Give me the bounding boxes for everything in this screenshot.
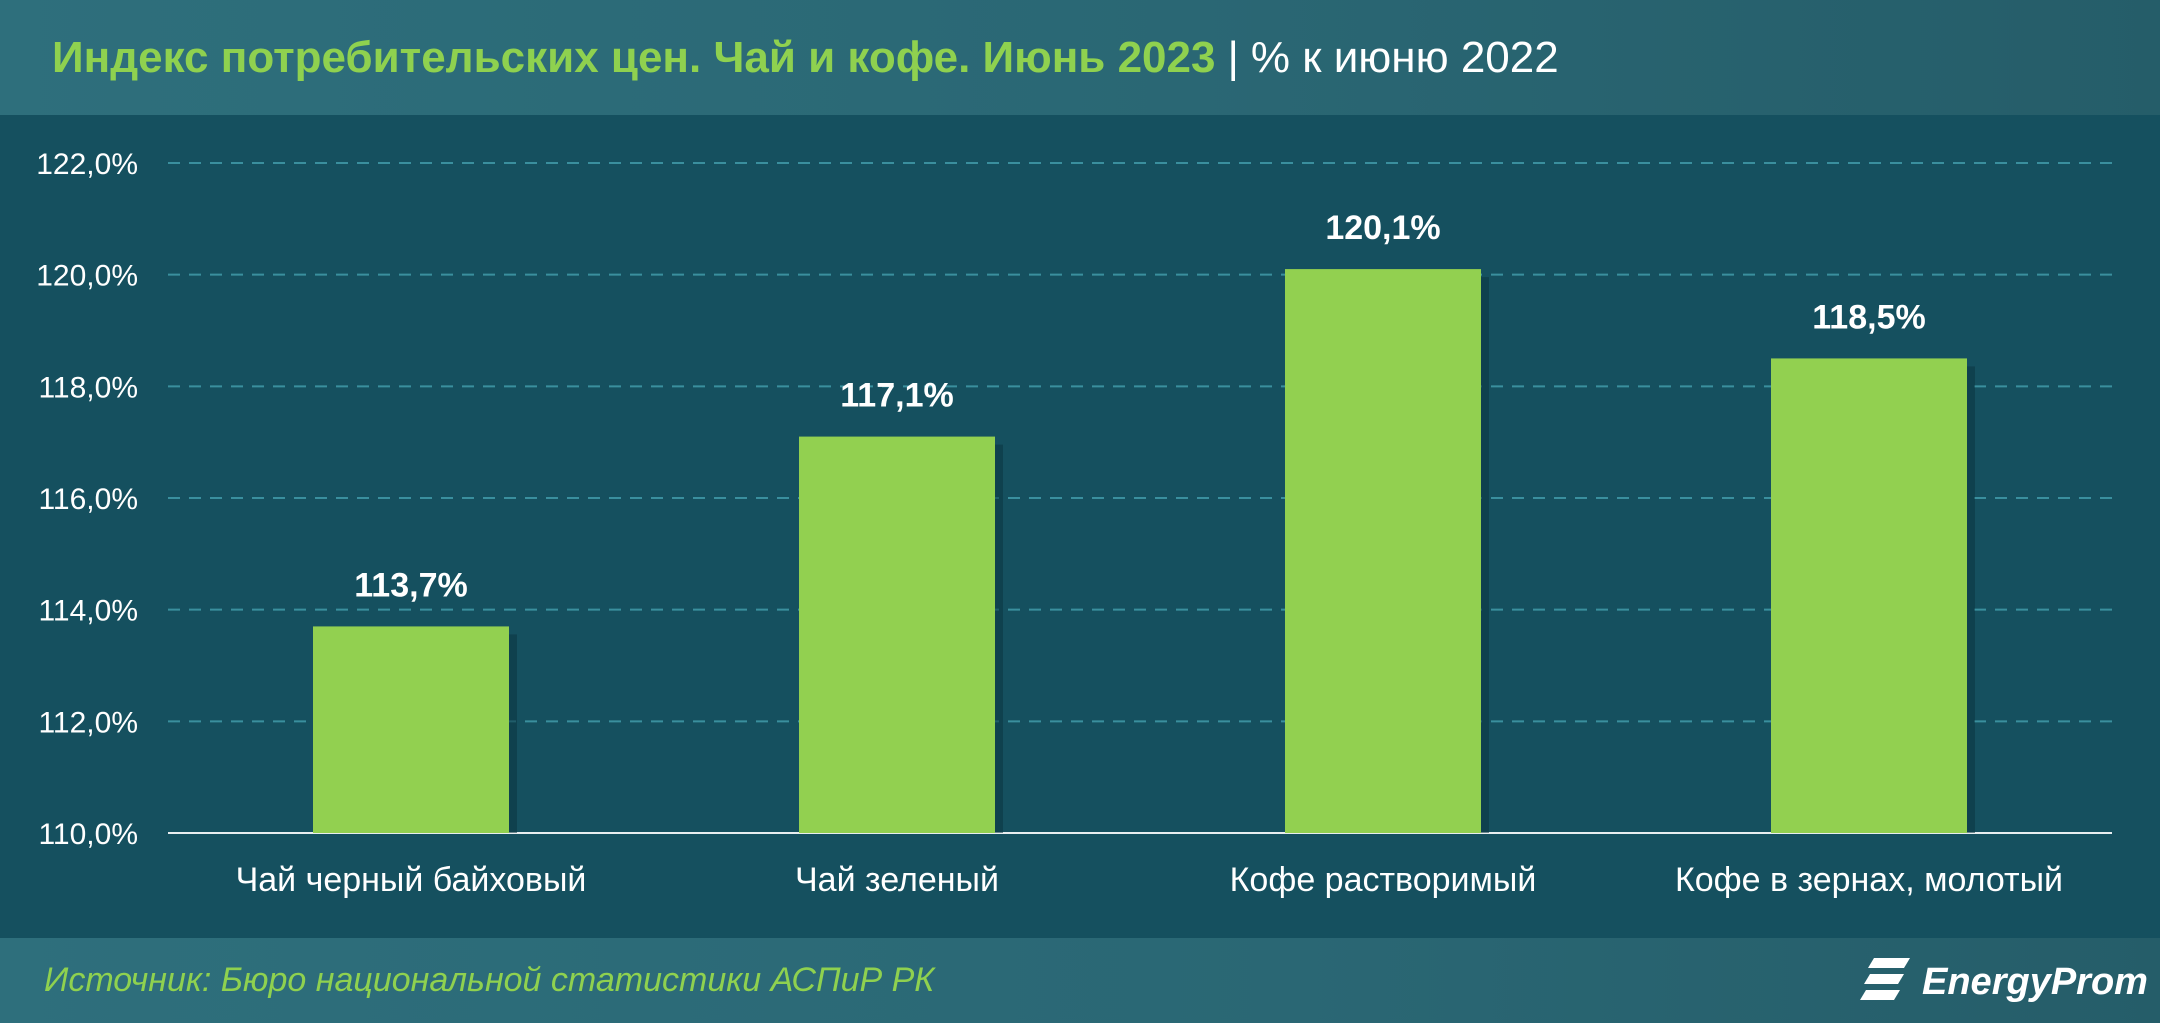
y-tick-label: 114,0% (38, 595, 138, 628)
x-tick-label: Кофе растворимый (1230, 861, 1537, 899)
data-label: 118,5% (1812, 298, 1925, 336)
bar (1771, 358, 1967, 833)
bar-chart: 110,0% 112,0% 114,0% 116,0% 118,0% 120,0% 122,… (36, 148, 2112, 899)
x-tick-label: Чай зеленый (795, 861, 999, 899)
title-separator: | (1227, 33, 1239, 82)
bar (1285, 269, 1481, 833)
brand-name: EnergyProm (1922, 961, 2148, 1003)
y-tick-label: 112,0% (38, 706, 138, 739)
chart-subtitle: % к июню 2022 (1250, 33, 1559, 82)
chart-title-main: Индекс потребительских цен. Чай и кофе. … (52, 33, 1216, 82)
bar (313, 626, 509, 833)
data-label: 117,1% (840, 377, 953, 415)
x-tick-label: Кофе в зернах, молотый (1675, 861, 2063, 899)
chart-footer: Источник: Бюро национальной статистики А… (0, 938, 2160, 1023)
chart-title: Индекс потребительских цен. Чай и кофе. … (52, 30, 1559, 86)
chart-header: Индекс потребительских цен. Чай и кофе. … (0, 0, 2160, 115)
data-label: 120,1% (1325, 209, 1440, 247)
source-note: Источник: Бюро национальной статистики А… (44, 961, 935, 999)
data-label: 113,7% (354, 566, 467, 604)
energyprom-logo-icon (1860, 958, 1910, 1000)
y-tick-label: 120,0% (36, 260, 138, 293)
y-tick-label: 116,0% (38, 483, 138, 516)
y-tick-label: 118,0% (38, 371, 138, 404)
plot-area: 110,0% 112,0% 114,0% 116,0% 118,0% 120,0% 122,… (0, 115, 2160, 938)
y-tick-label: 110,0% (38, 818, 138, 851)
x-tick-label: Чай черный байховый (236, 861, 587, 899)
brand-logo: EnergyProm (1860, 952, 2148, 1012)
bar (799, 436, 995, 833)
y-tick-label: 122,0% (36, 148, 138, 181)
